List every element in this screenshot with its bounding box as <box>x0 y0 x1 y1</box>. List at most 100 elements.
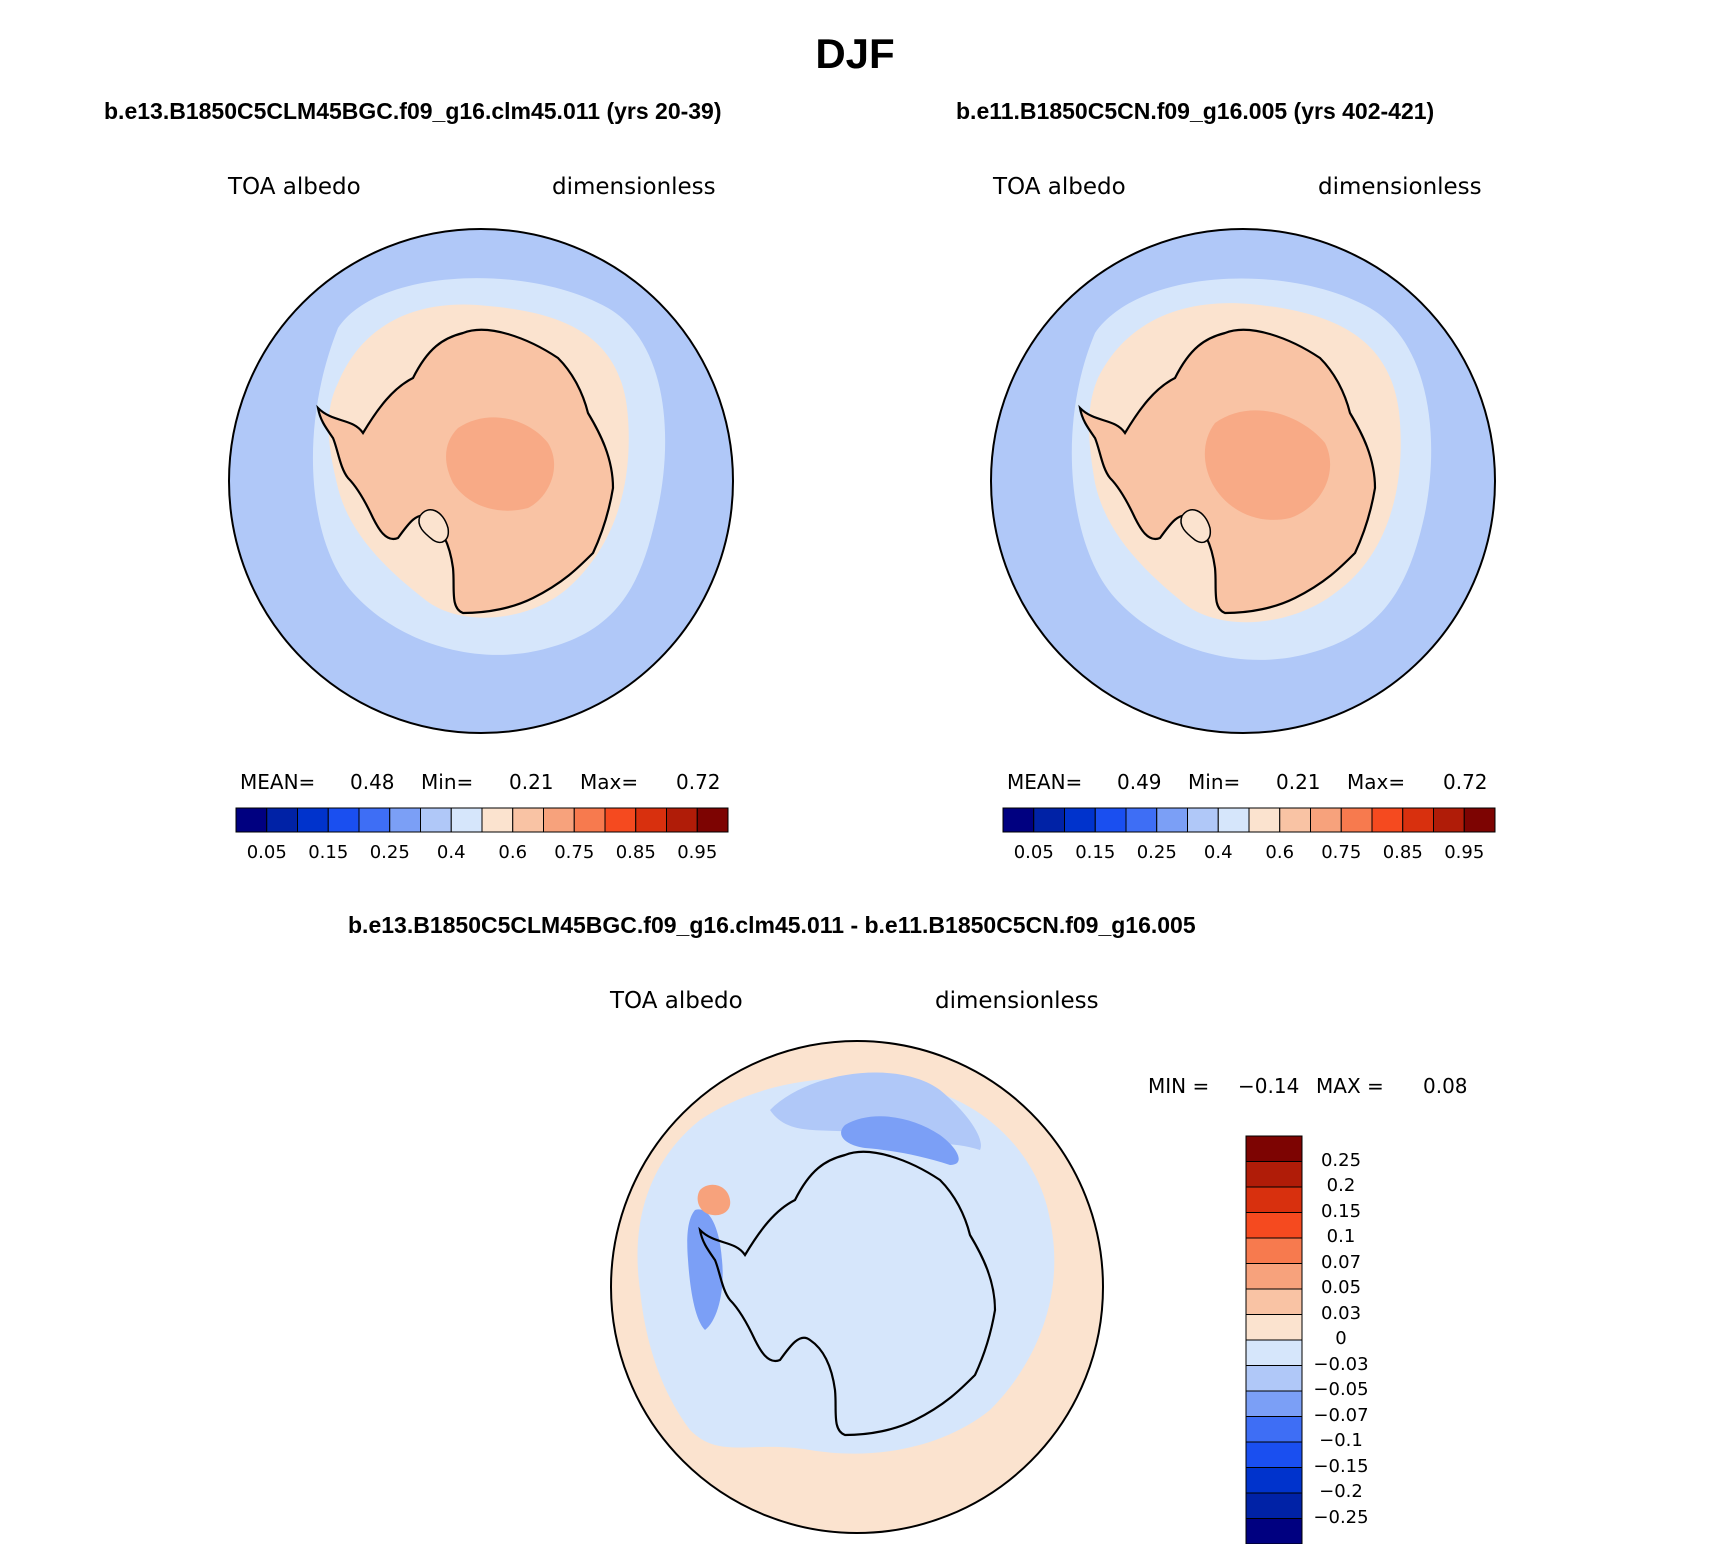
figure-title: DJF <box>0 30 1710 78</box>
colorbar-swatch <box>697 808 728 832</box>
colorbar-tick-label: 0.05 <box>1306 1277 1376 1298</box>
panel1-units-label: dimensionless <box>552 174 716 200</box>
colorbar-swatch <box>1218 808 1249 832</box>
panel1-map <box>228 228 734 734</box>
panel1-min-label: Min= <box>421 770 473 794</box>
colorbar-tick-label: −0.03 <box>1306 1354 1376 1375</box>
colorbar-swatch <box>1249 808 1280 832</box>
colorbar-tick-label: 0.2 <box>1306 1175 1376 1196</box>
colorbar-tick-label: 0.15 <box>1069 842 1121 863</box>
colorbar-swatch <box>1157 808 1188 832</box>
colorbar-swatch <box>1246 1162 1302 1188</box>
colorbar-swatch <box>236 808 267 832</box>
colorbar-tick-label: 0.85 <box>610 842 662 863</box>
colorbar-swatch <box>605 808 636 832</box>
panel2-colorbar <box>1003 808 1495 832</box>
panel2-map <box>990 228 1496 734</box>
panel2-variable-label: TOA albedo <box>993 174 1126 200</box>
colorbar-tick-label: −0.1 <box>1306 1430 1376 1451</box>
colorbar-tick-label: 0.07 <box>1306 1252 1376 1273</box>
panel1-colorbar <box>236 808 728 832</box>
colorbar-tick-label: −0.25 <box>1306 1507 1376 1528</box>
panel1-min-value: 0.21 <box>509 770 554 794</box>
colorbar-tick-label: 0.15 <box>302 842 354 863</box>
colorbar-swatch <box>1372 808 1403 832</box>
colorbar-swatch <box>1311 808 1342 832</box>
colorbar-swatch <box>1434 808 1465 832</box>
colorbar-swatch <box>667 808 698 832</box>
colorbar-tick-label: 0.1 <box>1306 1226 1376 1247</box>
colorbar-tick-label: 0.75 <box>1315 842 1367 863</box>
diff-max-label: MAX = <box>1316 1074 1384 1098</box>
colorbar-swatch <box>1003 808 1034 832</box>
panel2-mean-value: 0.49 <box>1117 770 1162 794</box>
colorbar-tick-label: 0.4 <box>425 842 477 863</box>
diff-map <box>610 1040 1104 1534</box>
colorbar-swatch <box>1246 1519 1302 1544</box>
colorbar-swatch <box>1246 1289 1302 1315</box>
colorbar-tick-label: −0.2 <box>1306 1481 1376 1502</box>
colorbar-tick-label: 0.4 <box>1192 842 1244 863</box>
panel1-max-label: Max= <box>580 770 638 794</box>
colorbar-swatch <box>1246 1366 1302 1392</box>
panel1-mean-value: 0.48 <box>350 770 395 794</box>
panel2-mean-label: MEAN= <box>1007 770 1082 794</box>
colorbar-swatch <box>1095 808 1126 832</box>
colorbar-tick-label: 0.05 <box>241 842 293 863</box>
colorbar-swatch <box>482 808 513 832</box>
colorbar-tick-label: −0.07 <box>1306 1405 1376 1426</box>
colorbar-tick-label: 0 <box>1306 1328 1376 1349</box>
diff-min-value: −0.14 <box>1238 1074 1299 1098</box>
colorbar-tick-label: 0.15 <box>1306 1201 1376 1222</box>
colorbar-tick-label: 0.95 <box>671 842 723 863</box>
colorbar-swatch <box>1246 1417 1302 1443</box>
panel2-min-label: Min= <box>1188 770 1240 794</box>
colorbar-tick-label: 0.03 <box>1306 1303 1376 1324</box>
colorbar-swatch <box>1280 808 1311 832</box>
diff-colorbar <box>1246 1136 1302 1544</box>
panel2-units-label: dimensionless <box>1318 174 1482 200</box>
panel1-run-title: b.e13.B1850C5CLM45BGC.f09_g16.clm45.011 … <box>104 98 722 125</box>
colorbar-swatch <box>328 808 359 832</box>
colorbar-tick-label: 0.25 <box>1131 842 1183 863</box>
colorbar-swatch <box>1065 808 1096 832</box>
colorbar-swatch <box>1246 1315 1302 1341</box>
colorbar-swatch <box>1246 1238 1302 1264</box>
colorbar-tick-label: 0.25 <box>1306 1150 1376 1171</box>
colorbar-swatch <box>1246 1442 1302 1468</box>
colorbar-tick-label: 0.95 <box>1438 842 1490 863</box>
colorbar-swatch <box>451 808 482 832</box>
colorbar-swatch <box>574 808 605 832</box>
panel2-max-label: Max= <box>1347 770 1405 794</box>
colorbar-swatch <box>421 808 452 832</box>
diff-variable-label: TOA albedo <box>610 988 743 1014</box>
colorbar-swatch <box>1246 1213 1302 1239</box>
panel1-mean-label: MEAN= <box>240 770 315 794</box>
colorbar-swatch <box>1246 1340 1302 1366</box>
colorbar-swatch <box>1126 808 1157 832</box>
panel2-max-value: 0.72 <box>1443 770 1488 794</box>
colorbar-swatch <box>359 808 390 832</box>
colorbar-tick-label: 0.6 <box>1254 842 1306 863</box>
colorbar-swatch <box>1246 1187 1302 1213</box>
colorbar-swatch <box>390 808 421 832</box>
colorbar-tick-label: −0.05 <box>1306 1379 1376 1400</box>
colorbar-swatch <box>1034 808 1065 832</box>
panel2-min-value: 0.21 <box>1276 770 1321 794</box>
panel1-max-value: 0.72 <box>676 770 721 794</box>
colorbar-tick-label: 0.05 <box>1008 842 1060 863</box>
diff-title: b.e13.B1850C5CLM45BGC.f09_g16.clm45.011 … <box>348 912 1196 939</box>
panel2-run-title: b.e11.B1850C5CN.f09_g16.005 (yrs 402-421… <box>956 98 1434 125</box>
diff-min-label: MIN = <box>1148 1074 1209 1098</box>
diff-max-value: 0.08 <box>1423 1074 1468 1098</box>
colorbar-swatch <box>1464 808 1495 832</box>
colorbar-swatch <box>1341 808 1372 832</box>
colorbar-swatch <box>544 808 575 832</box>
colorbar-tick-label: 0.6 <box>487 842 539 863</box>
colorbar-swatch <box>1246 1493 1302 1519</box>
colorbar-tick-label: −0.15 <box>1306 1456 1376 1477</box>
panel1-variable-label: TOA albedo <box>228 174 361 200</box>
diff-units-label: dimensionless <box>935 988 1099 1014</box>
colorbar-swatch <box>1246 1468 1302 1494</box>
colorbar-swatch <box>513 808 544 832</box>
